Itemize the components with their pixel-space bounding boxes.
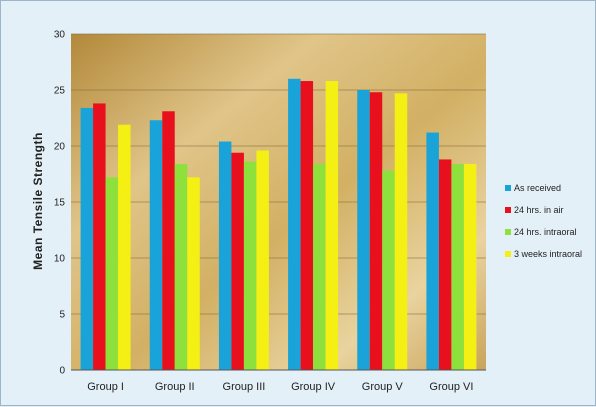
bar-4-4 [325, 81, 339, 370]
legend-label: 24 hrs. intraoral [514, 227, 577, 237]
bar-2-4 [300, 81, 314, 370]
bar-2-3 [231, 152, 244, 370]
legend-swatch [505, 229, 511, 235]
bar-3-3 [243, 161, 257, 370]
y-tick-label: 30 [54, 30, 66, 41]
bar-4-6 [463, 163, 477, 370]
x-tick-label: Group V [362, 381, 404, 393]
bar-1-4 [288, 78, 301, 371]
y-tick-label: 5 [59, 310, 65, 321]
bar-4-1 [118, 124, 131, 370]
x-tick-label: Group III [223, 381, 266, 393]
y-tick-label: 15 [54, 198, 66, 209]
bar-3-5 [382, 170, 395, 370]
legend-swatch [505, 251, 511, 257]
bars [80, 78, 477, 371]
x-tick-label: Group IV [291, 381, 336, 393]
legend-swatch [505, 185, 511, 191]
x-tick-label: Group VI [429, 381, 473, 393]
bar-4-2 [187, 177, 200, 370]
y-tick-label: 0 [59, 366, 65, 377]
bar-2-2 [162, 111, 175, 370]
bar-1-3 [218, 141, 232, 370]
gridlines [71, 33, 486, 315]
bar-1-1 [80, 107, 94, 371]
legend-swatch [505, 207, 511, 213]
legend-label: 24 hrs. in air [514, 205, 564, 215]
bar-2-5 [369, 92, 383, 371]
legend: As received 24 hrs. in air 24 hrs. intraor… [505, 183, 582, 259]
bar-3-1 [105, 177, 119, 370]
y-tick-label: 20 [54, 142, 66, 153]
y-tick-labels: 0 5 10 15 20 25 30 [54, 30, 66, 377]
bar-3-2 [174, 163, 188, 370]
bar-1-2 [149, 120, 163, 371]
x-tick-labels: Group I Group II Group III Group IV Group V G… [87, 381, 473, 393]
bar-4-3 [256, 150, 269, 370]
y-axis-label: Mean Tensile Strength [31, 132, 45, 270]
legend-label: As received [514, 183, 561, 193]
bar-3-4 [313, 163, 326, 370]
bar-2-6 [438, 159, 452, 370]
y-tick-label: 25 [54, 86, 66, 97]
y-tick-label: 10 [54, 254, 66, 265]
bar-4-5 [394, 93, 408, 371]
x-tick-label: Group II [155, 381, 195, 393]
legend-label: 3 weeks intraoral [514, 249, 582, 259]
bar-3-6 [451, 163, 464, 370]
x-tick-label: Group I [87, 381, 124, 393]
bar-2-1 [93, 103, 106, 370]
bar-1-5 [357, 90, 370, 370]
bar-1-6 [426, 132, 439, 370]
